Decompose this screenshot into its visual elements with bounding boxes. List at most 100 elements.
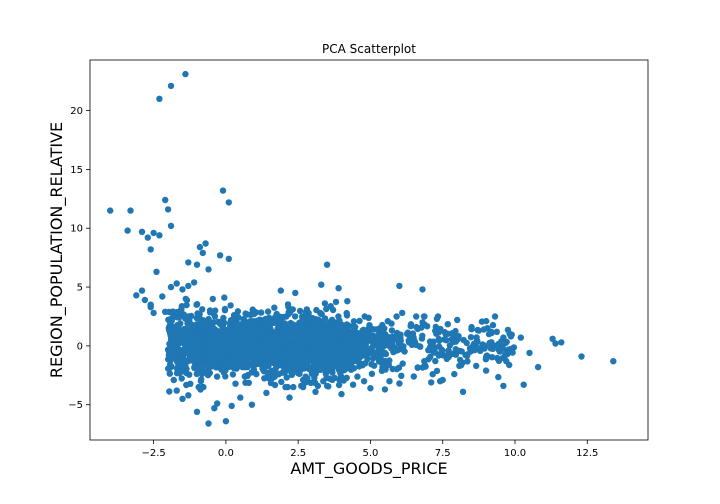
cluster-point — [393, 335, 401, 342]
cluster-point — [193, 370, 200, 378]
cluster-point — [311, 317, 318, 324]
cluster-point — [421, 358, 428, 365]
scatter-point — [159, 293, 166, 300]
cluster-point — [196, 311, 203, 318]
cluster-point — [180, 311, 187, 318]
cluster-point — [493, 328, 500, 335]
cluster-point — [488, 354, 496, 361]
scatter-point — [500, 382, 507, 390]
cluster-point — [222, 342, 229, 349]
scatter-point — [147, 246, 154, 253]
cluster-point — [196, 350, 203, 357]
scatter-point — [219, 187, 227, 194]
cluster-point — [214, 357, 221, 364]
cluster-point — [432, 344, 439, 351]
cluster-point — [384, 334, 391, 342]
cluster-point — [363, 350, 370, 357]
cluster-point — [339, 328, 346, 336]
cluster-point — [375, 358, 383, 365]
cluster-point — [209, 341, 216, 349]
cluster-point — [474, 338, 481, 345]
cluster-point — [281, 320, 289, 327]
cluster-point — [357, 345, 364, 352]
cluster-point — [308, 342, 315, 350]
cluster-point — [299, 316, 306, 323]
cluster-point — [366, 322, 373, 329]
y-tick-label: 15 — [70, 165, 83, 176]
cluster-point — [323, 382, 331, 390]
cluster-point — [271, 329, 278, 336]
cluster-point — [475, 327, 482, 334]
cluster-point — [350, 365, 358, 372]
scatter-point — [205, 420, 212, 427]
cluster-point — [241, 373, 248, 380]
scatter-point — [454, 316, 461, 324]
cluster-point — [175, 324, 182, 331]
cluster-point — [327, 303, 334, 310]
cluster-point — [418, 324, 425, 331]
cluster-point — [438, 346, 445, 353]
cluster-point — [197, 386, 204, 393]
cluster-point — [187, 333, 194, 340]
cluster-point — [381, 341, 388, 348]
cluster-point — [193, 301, 200, 308]
scatter-point — [185, 392, 192, 399]
cluster-point — [167, 330, 174, 337]
cluster-point — [505, 346, 512, 353]
cluster-point — [483, 354, 490, 361]
cluster-point — [279, 347, 287, 355]
scatter-point — [503, 358, 510, 365]
scatter-point — [164, 206, 172, 213]
cluster-point — [298, 382, 305, 390]
scatter-point — [185, 282, 192, 290]
cluster-point — [384, 360, 391, 367]
cluster-point — [359, 362, 366, 369]
cluster-point — [217, 321, 224, 328]
cluster-point — [320, 317, 327, 325]
scatter-point — [190, 279, 198, 286]
cluster-point — [495, 357, 503, 364]
cluster-point — [376, 333, 384, 340]
cluster-point — [259, 365, 266, 372]
cluster-point — [265, 352, 272, 359]
cluster-point — [489, 321, 497, 329]
cluster-point — [250, 338, 257, 345]
y-axis-label: REGION_POPULATION_RELATIVE — [47, 122, 67, 378]
cluster-point — [271, 381, 279, 389]
cluster-point — [429, 371, 436, 378]
cluster-point — [249, 353, 256, 361]
cluster-point — [319, 350, 326, 357]
cluster-point — [480, 326, 487, 333]
cluster-point — [287, 328, 295, 335]
scatter-point — [127, 207, 134, 214]
scatter-point — [150, 229, 157, 237]
cluster-point — [336, 367, 344, 375]
cluster-point — [221, 294, 228, 301]
scatter-point — [451, 370, 458, 378]
cluster-point — [283, 374, 290, 381]
cluster-point — [444, 321, 451, 328]
cluster-point — [253, 309, 260, 316]
cluster-point — [277, 338, 284, 346]
scatter-point — [173, 387, 180, 394]
cluster-point — [398, 372, 405, 379]
scatter-point — [144, 234, 151, 241]
cluster-point — [326, 333, 333, 341]
cluster-point — [332, 298, 340, 306]
scatter-point — [526, 349, 533, 357]
cluster-point — [233, 348, 240, 356]
cluster-point — [282, 383, 289, 391]
cluster-point — [240, 344, 248, 352]
scatter-point — [162, 196, 169, 204]
scatter-point — [335, 285, 342, 292]
cluster-point — [186, 341, 193, 349]
scatter-point — [361, 313, 368, 320]
cluster-point — [368, 344, 376, 351]
scatter-point — [156, 95, 163, 103]
cluster-point — [421, 313, 428, 320]
scatter-point — [141, 296, 149, 304]
scatter-points — [107, 70, 617, 427]
cluster-point — [343, 374, 350, 381]
cluster-point — [250, 363, 257, 370]
cluster-point — [401, 348, 408, 355]
